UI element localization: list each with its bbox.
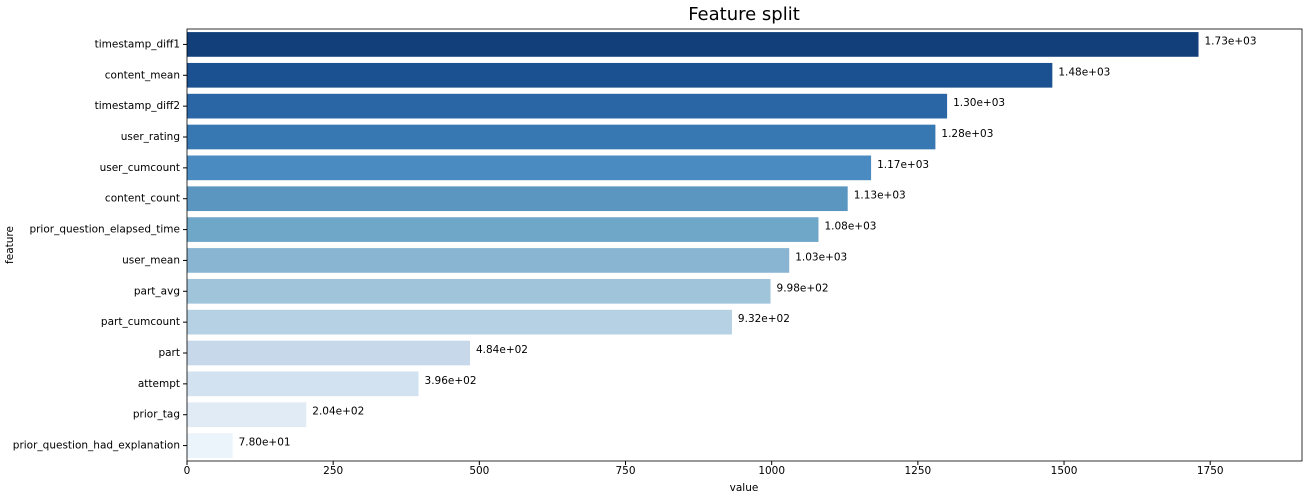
y-tick-label: part_cumcount	[101, 316, 180, 328]
y-tick-label: timestamp_diff1	[95, 38, 180, 50]
y-tick-label: part_avg	[134, 285, 180, 297]
chart-title: Feature split	[688, 4, 800, 25]
plot-frame	[186, 28, 1303, 462]
bar	[187, 155, 872, 181]
value-label: 2.04e+02	[312, 406, 364, 418]
value-label: 3.96e+02	[425, 375, 477, 387]
x-tick-label: 0	[184, 465, 191, 477]
bar	[187, 278, 771, 304]
bar	[187, 32, 1199, 57]
bar	[187, 309, 732, 335]
value-label: 7.80e+01	[239, 437, 291, 449]
y-axis-label: feature	[4, 226, 16, 264]
y-tick-label: user_mean	[122, 254, 180, 266]
x-tick-label: 1750	[1197, 465, 1224, 477]
x-tick-label: 1250	[904, 465, 931, 477]
value-label: 4.84e+02	[476, 344, 528, 356]
value-label: 1.08e+03	[824, 221, 876, 233]
x-axis-label: value	[730, 482, 759, 494]
x-tick-label: 250	[323, 465, 343, 477]
y-tick-label: attempt	[138, 378, 180, 390]
value-label: 1.17e+03	[877, 159, 929, 171]
y-tick-label: content_count	[105, 193, 180, 205]
x-tick-label: 750	[615, 465, 635, 477]
bar	[187, 62, 1053, 88]
x-tick-label: 500	[469, 465, 489, 477]
bar	[187, 340, 470, 366]
value-label: 1.48e+03	[1058, 66, 1110, 78]
y-tick-label: prior_question_elapsed_time	[29, 224, 180, 236]
y-tick-label: user_rating	[121, 131, 180, 143]
x-tick-label: 1000	[758, 465, 785, 477]
x-tick-label: 1500	[1051, 465, 1078, 477]
bar	[187, 186, 848, 212]
y-tick-label: timestamp_diff2	[95, 100, 180, 112]
bar	[187, 402, 307, 428]
y-tick-label: prior_tag	[133, 409, 180, 421]
y-tick-label: prior_question_had_explanation	[13, 440, 180, 452]
bar	[187, 93, 948, 119]
bar	[187, 217, 819, 242]
y-tick-label: content_mean	[105, 69, 180, 81]
bar	[187, 371, 419, 397]
value-label: 1.30e+03	[953, 97, 1005, 109]
value-label: 1.28e+03	[941, 128, 993, 140]
value-label: 1.73e+03	[1205, 35, 1257, 47]
value-label: 9.98e+02	[777, 282, 829, 294]
value-label: 1.13e+03	[854, 190, 906, 202]
bar	[187, 248, 790, 273]
y-tick-label: part	[158, 347, 180, 359]
value-label: 1.03e+03	[795, 251, 847, 263]
bar	[187, 433, 233, 458]
bar	[187, 124, 936, 150]
value-label: 9.32e+02	[738, 313, 790, 325]
y-tick-label: user_cumcount	[100, 162, 180, 174]
